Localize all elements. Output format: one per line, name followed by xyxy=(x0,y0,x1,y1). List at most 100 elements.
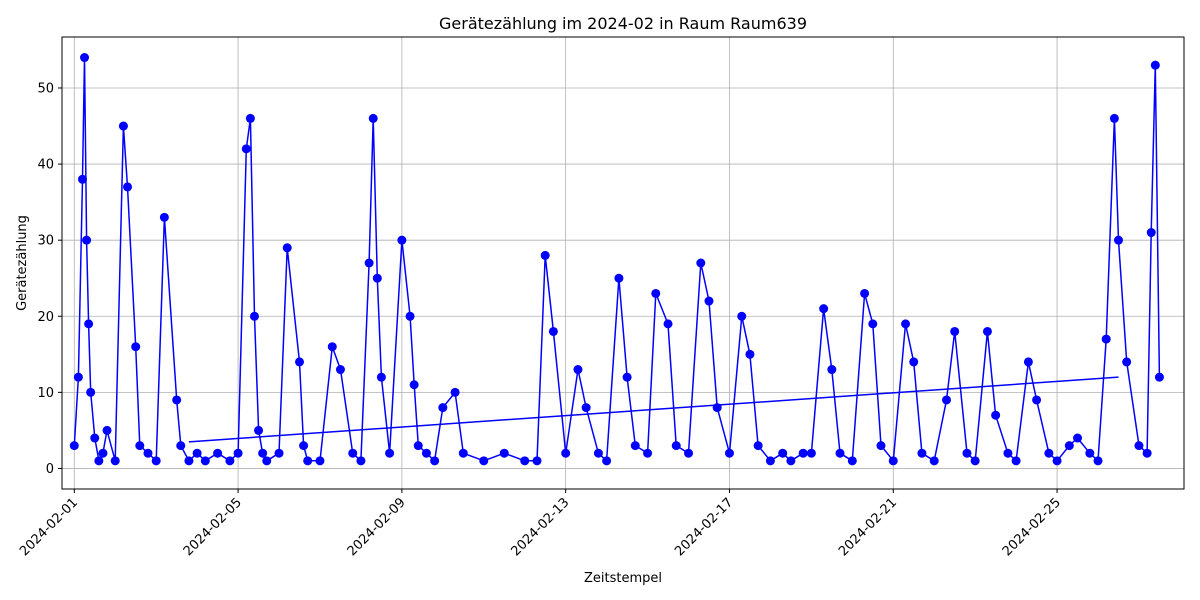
data-point xyxy=(184,456,194,466)
data-point xyxy=(368,113,378,123)
data-point xyxy=(200,456,210,466)
data-point xyxy=(192,448,202,458)
data-point xyxy=(982,326,992,336)
data-point xyxy=(98,448,108,458)
data-point xyxy=(80,53,90,63)
data-point xyxy=(90,433,100,443)
data-point xyxy=(245,113,255,123)
data-point xyxy=(962,448,972,458)
data-point xyxy=(1003,448,1013,458)
data-point xyxy=(249,311,259,321)
data-point xyxy=(73,372,83,382)
data-point xyxy=(712,403,722,413)
data-point xyxy=(909,357,919,367)
data-point xyxy=(151,456,161,466)
data-point xyxy=(1052,456,1062,466)
chart-title: Gerätezählung im 2024-02 in Raum Raum639 xyxy=(439,14,807,33)
data-point xyxy=(118,121,128,131)
data-point xyxy=(172,395,182,405)
connector-segment xyxy=(188,376,1119,443)
y-tick-label: 40 xyxy=(37,158,54,173)
data-point xyxy=(143,448,153,458)
data-point xyxy=(520,456,530,466)
data-point xyxy=(262,456,272,466)
data-point xyxy=(737,311,747,321)
data-point xyxy=(593,448,603,458)
data-point xyxy=(929,456,939,466)
data-point xyxy=(102,425,112,435)
data-point xyxy=(860,288,870,298)
data-point xyxy=(1154,372,1164,382)
data-point xyxy=(94,456,104,466)
data-point xyxy=(1093,456,1103,466)
data-point xyxy=(254,425,264,435)
data-point xyxy=(561,448,571,458)
data-point xyxy=(241,144,251,154)
data-point xyxy=(765,456,775,466)
data-point xyxy=(696,258,706,268)
data-point xyxy=(548,326,558,336)
series-markers xyxy=(69,53,1164,466)
data-point xyxy=(1085,448,1095,458)
data-point xyxy=(786,456,796,466)
y-tick-label: 20 xyxy=(37,310,54,325)
data-point xyxy=(1134,441,1144,451)
data-point xyxy=(376,372,386,382)
data-point xyxy=(1146,228,1156,238)
data-point xyxy=(888,456,898,466)
data-point xyxy=(573,365,583,375)
data-point xyxy=(798,448,808,458)
data-point xyxy=(917,448,927,458)
data-point xyxy=(82,235,92,245)
data-point xyxy=(372,273,382,283)
data-point xyxy=(1032,395,1042,405)
data-point xyxy=(1073,433,1083,443)
data-point xyxy=(724,448,734,458)
data-point xyxy=(364,258,374,268)
data-point xyxy=(499,448,509,458)
data-point xyxy=(405,311,415,321)
data-point xyxy=(651,288,661,298)
plot-frame xyxy=(61,36,1185,490)
data-point xyxy=(479,456,489,466)
y-axis-title: Gerätezählung xyxy=(15,215,30,311)
data-point xyxy=(438,403,448,413)
data-point xyxy=(876,441,886,451)
data-point xyxy=(1122,357,1132,367)
data-point xyxy=(409,380,419,390)
data-point xyxy=(458,448,468,458)
data-point xyxy=(131,342,141,352)
data-point xyxy=(745,349,755,359)
data-point xyxy=(135,441,145,451)
data-point xyxy=(1011,456,1021,466)
data-point xyxy=(274,448,284,458)
data-point xyxy=(704,296,714,306)
data-point xyxy=(385,448,395,458)
y-tick-label: 30 xyxy=(37,234,54,249)
data-point xyxy=(778,448,788,458)
data-point xyxy=(1109,113,1119,123)
data-point xyxy=(299,441,309,451)
data-point xyxy=(753,441,763,451)
data-point xyxy=(671,441,681,451)
data-point xyxy=(159,212,169,222)
data-point xyxy=(901,319,911,329)
data-point xyxy=(397,235,407,245)
data-point xyxy=(806,448,816,458)
data-point xyxy=(430,456,440,466)
data-point xyxy=(663,319,673,329)
y-axis: 0 10 20 30 40 50 xyxy=(37,81,62,477)
data-point xyxy=(614,273,624,283)
data-point xyxy=(643,448,653,458)
data-point xyxy=(258,448,268,458)
data-point xyxy=(69,441,79,451)
data-point xyxy=(413,441,423,451)
data-point xyxy=(1150,60,1160,70)
plot-area xyxy=(62,37,1184,489)
grid xyxy=(62,37,1184,489)
data-point xyxy=(335,365,345,375)
data-point xyxy=(630,441,640,451)
data-point xyxy=(450,387,460,397)
data-point xyxy=(1044,448,1054,458)
